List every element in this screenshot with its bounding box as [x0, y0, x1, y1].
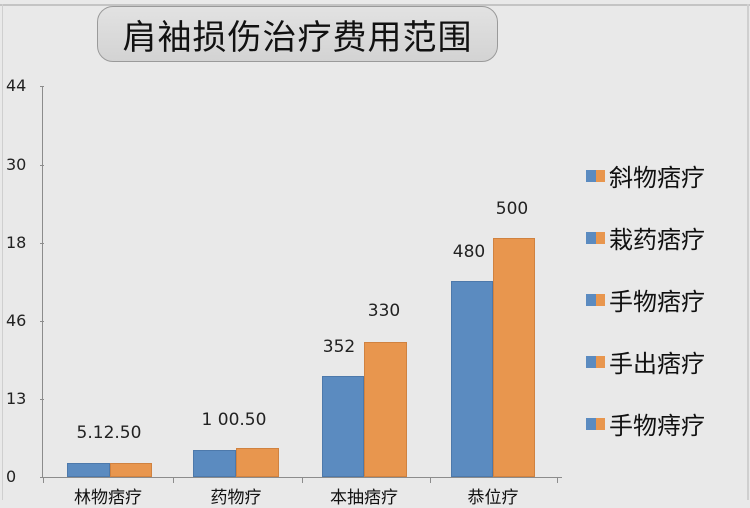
- frame-top-border: [0, 4, 750, 6]
- data-value-label: 1 00.50: [201, 410, 267, 430]
- y-axis-tick: [40, 399, 44, 400]
- x-axis-tick: [302, 477, 303, 483]
- bar-orange: [236, 448, 279, 477]
- bar-blue: [451, 281, 493, 477]
- frame-left-border: [2, 4, 3, 500]
- data-value-label: 5.12.50: [76, 423, 142, 443]
- x-axis-category-label: 恭位疗: [467, 488, 519, 508]
- y-axis-tick-label: 30: [6, 155, 27, 174]
- legend-swatch-icon: [586, 169, 605, 182]
- y-axis-tick-label: 44: [6, 76, 27, 95]
- legend-item: 斜物痞疗: [586, 158, 705, 193]
- legend-label: 手物痔疗: [609, 412, 705, 440]
- legend-item: 手物痞疗: [586, 282, 705, 317]
- data-value-label: 480: [452, 242, 486, 262]
- x-axis-tick: [430, 477, 431, 483]
- x-axis-tick: [43, 477, 44, 483]
- legend-swatch-icon: [586, 417, 605, 430]
- legend-item: 手出痞疗: [586, 344, 705, 379]
- y-axis-tick: [40, 477, 44, 478]
- y-axis-tick: [40, 321, 44, 322]
- y-axis-tick-label: 13: [6, 389, 27, 408]
- legend-label: 斜物痞疗: [609, 164, 705, 192]
- legend-item: 栽药痞疗: [586, 220, 705, 255]
- bar-blue: [322, 376, 364, 477]
- chart-title: 肩袖损伤治疗费用范围: [97, 6, 498, 62]
- legend-swatch-icon: [586, 293, 605, 306]
- y-axis-tick-label: 46: [6, 311, 27, 330]
- y-axis-tick-label: 0: [6, 467, 17, 486]
- x-axis-category-label: 药物疗: [210, 488, 262, 508]
- legend-swatch-icon: [586, 355, 605, 368]
- data-value-label: 352: [322, 337, 356, 357]
- y-axis-tick: [40, 243, 44, 244]
- legend-swatch-icon: [586, 231, 605, 244]
- y-axis-tick: [40, 86, 44, 87]
- x-axis-tick: [557, 477, 558, 483]
- y-axis-tick-label: 18: [6, 233, 27, 252]
- x-axis-category-label: 本抽痞疗: [330, 488, 398, 508]
- legend-label: 手物痞疗: [609, 288, 705, 316]
- y-axis-line: [42, 86, 43, 478]
- legend-label: 手出痞疗: [609, 350, 705, 378]
- bar-orange: [110, 463, 152, 477]
- bar-blue: [193, 450, 236, 477]
- data-value-label: 500: [495, 199, 529, 219]
- x-axis-tick: [173, 477, 174, 483]
- bar-blue: [67, 463, 110, 477]
- y-axis-tick: [40, 165, 44, 166]
- data-value-label: 330: [367, 301, 401, 321]
- frame-right-border: [747, 4, 749, 500]
- legend-item: 手物痔疗: [586, 406, 705, 441]
- bar-orange: [493, 238, 535, 477]
- bar-orange: [364, 342, 407, 477]
- x-axis-category-label: 林物痞疗: [74, 488, 142, 508]
- legend-label: 栽药痞疗: [609, 226, 705, 254]
